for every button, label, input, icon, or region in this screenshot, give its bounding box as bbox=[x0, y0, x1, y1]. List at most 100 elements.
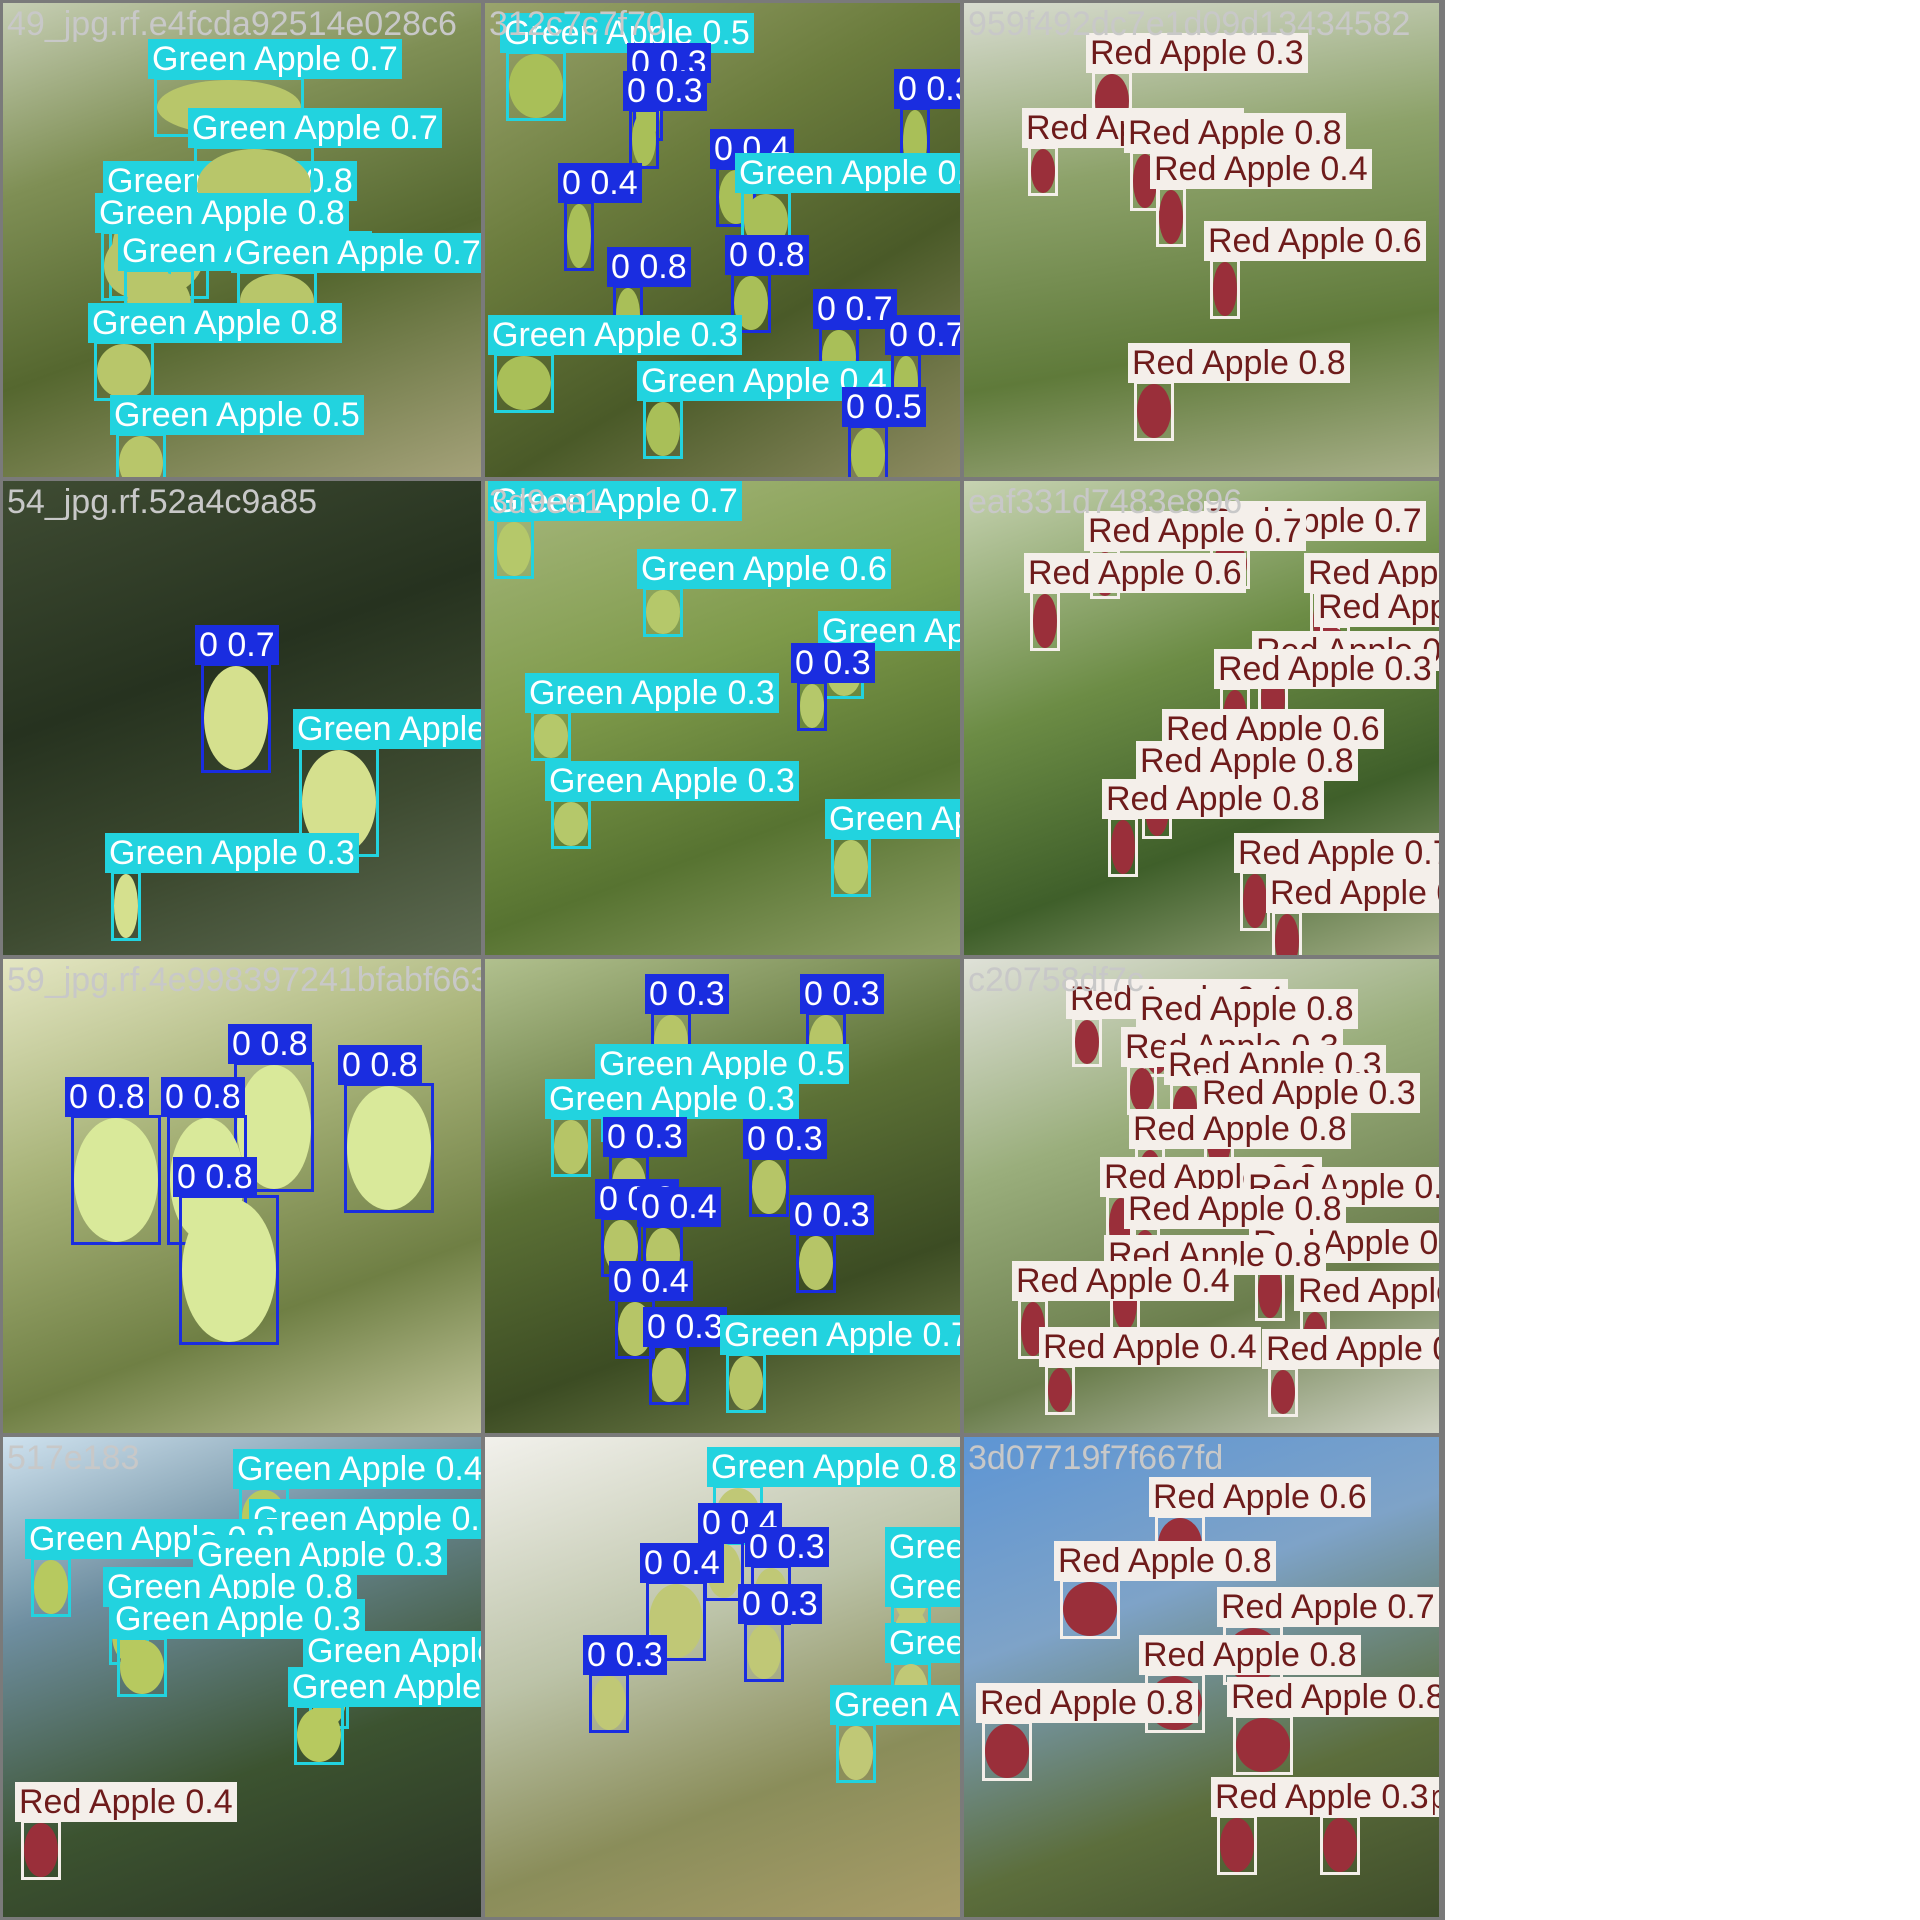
detection-label: 0 0.3 bbox=[800, 974, 884, 1014]
detection-label: 0 0.4 bbox=[637, 1187, 721, 1227]
detection-label: 0 0.5 bbox=[842, 387, 926, 427]
apple bbox=[182, 1198, 276, 1342]
image-tile: Green Apple 0.50 0.30 0.30 0.30 0.40 0.4… bbox=[485, 3, 960, 477]
detection-box bbox=[1028, 146, 1058, 196]
apple bbox=[1031, 149, 1055, 193]
detection-box bbox=[848, 425, 888, 477]
detection-box bbox=[1210, 259, 1240, 319]
detection-box bbox=[643, 587, 683, 637]
detection-box bbox=[117, 1637, 167, 1697]
apple bbox=[799, 1236, 833, 1290]
apple bbox=[534, 714, 568, 758]
detection-label: Red Apple 0.7 bbox=[1314, 587, 1439, 627]
detection-label: Green Apple 0.7 bbox=[148, 39, 402, 79]
detection-label: Green Apple 0.4 bbox=[233, 1449, 481, 1489]
apple bbox=[729, 1356, 763, 1410]
apple bbox=[747, 1625, 781, 1679]
detection-box bbox=[726, 1353, 766, 1413]
apple bbox=[592, 1676, 626, 1730]
detection-box bbox=[1156, 187, 1186, 247]
detection-label: 0 0.3 bbox=[745, 1527, 829, 1567]
detection-label: 0 0.3 bbox=[603, 1117, 687, 1157]
detection-label: 0 0.7 bbox=[885, 315, 960, 355]
detection-label: 0 0.3 bbox=[790, 1195, 874, 1235]
tile-filename: 517e183 bbox=[7, 1439, 140, 1477]
detection-label: 0 0.3 bbox=[791, 643, 875, 683]
apple bbox=[985, 1724, 1029, 1778]
detection-label: Red Apple 0.7 bbox=[1234, 833, 1439, 873]
image-tile: Green Apple 0.4 Green Apple 0.8 Green Appl… bbox=[3, 1437, 481, 1917]
detection-label: Green Apple 0.8 bbox=[707, 1447, 960, 1487]
detection-label: 0 0.3 bbox=[583, 1635, 667, 1675]
apple bbox=[119, 436, 163, 477]
detection-label: 0 0.3 bbox=[743, 1119, 827, 1159]
detection-label: Red Apple 0.8 bbox=[1102, 779, 1324, 819]
detection-label: Green Apple 0.3 bbox=[193, 1535, 447, 1575]
detection-box bbox=[1134, 381, 1174, 441]
detection-label: Green Apple 0.7 bbox=[231, 233, 481, 273]
apple bbox=[34, 1560, 68, 1614]
detection-label: Red Apple 0.3 bbox=[1211, 1777, 1433, 1817]
detection-label: Red Apple 0.6 bbox=[1294, 1271, 1439, 1311]
detection-box bbox=[71, 1115, 161, 1245]
detection-label: Green Apple 0.8 bbox=[95, 193, 349, 233]
apple bbox=[646, 590, 680, 634]
detection-label: Red Apple 0.3 bbox=[1086, 33, 1308, 73]
apple bbox=[752, 1160, 786, 1214]
detection-label: 0 0.4 bbox=[640, 1543, 724, 1583]
detection-box bbox=[1320, 1815, 1360, 1875]
detection-label: Red Apple 0.3 bbox=[1198, 1073, 1420, 1113]
detection-box bbox=[344, 1083, 434, 1213]
detection-box bbox=[744, 1622, 784, 1682]
apple bbox=[646, 402, 680, 456]
detection-label: Green Apple 0.6 bbox=[637, 549, 891, 589]
detection-label: 0 0.8 bbox=[161, 1077, 245, 1117]
detection-box bbox=[1217, 1815, 1257, 1875]
apple bbox=[1213, 262, 1237, 316]
detection-box bbox=[1127, 1065, 1157, 1115]
detection-label: Green Apple 0.3 bbox=[545, 761, 799, 801]
detection-label: 0 0.4 bbox=[698, 1503, 782, 1543]
apple bbox=[554, 1120, 588, 1174]
detection-label: 0 0.3 bbox=[645, 974, 729, 1014]
detection-box bbox=[1060, 1579, 1120, 1639]
detection-box bbox=[796, 1233, 836, 1293]
detection-label: Green Apple 0.3 bbox=[105, 833, 359, 873]
detection-label: 0 0.8 bbox=[607, 247, 691, 287]
tile-filename: eaf331d7483e896 bbox=[968, 483, 1243, 521]
apple bbox=[1075, 1020, 1099, 1064]
detection-label: Red Apple 0.4 bbox=[15, 1782, 237, 1822]
detection-box bbox=[21, 1820, 61, 1880]
apple bbox=[1111, 820, 1135, 874]
apple bbox=[297, 1708, 341, 1762]
tile-filename: 49_jpg.rf.e4fcda92514e028c6 bbox=[7, 5, 457, 43]
apple bbox=[632, 112, 656, 166]
image-tile: 0 0.3 0 0.3 Green Apple 0.5 Green Apple 0.3… bbox=[485, 959, 960, 1433]
apple bbox=[347, 1086, 431, 1210]
detection-label: Red Apple 0.8 bbox=[1124, 113, 1346, 153]
detection-label: Red Apple 0.8 bbox=[1136, 989, 1358, 1029]
apple bbox=[800, 684, 824, 728]
apple bbox=[1275, 914, 1299, 955]
detection-label: Green Apple 0.6 bbox=[885, 1527, 960, 1567]
detection-box bbox=[831, 837, 871, 897]
apple bbox=[97, 344, 151, 398]
detection-label: 0 0.7 bbox=[813, 289, 897, 329]
detection-label: 0 0.8 bbox=[65, 1077, 149, 1117]
apple bbox=[652, 1348, 686, 1402]
apple bbox=[1048, 1368, 1072, 1412]
detection-label: Green Apple 0.5 bbox=[885, 1623, 960, 1663]
detection-label: Red Apple 0.3 bbox=[1266, 873, 1439, 913]
detection-label: Red Apple 0.4 bbox=[1262, 1329, 1439, 1369]
tile-photo bbox=[485, 959, 960, 1433]
tile-filename: 54_jpg.rf.52a4c9a85 bbox=[7, 483, 318, 521]
detection-label: Red Apple 0.8 bbox=[1304, 553, 1439, 593]
detection-box bbox=[201, 663, 271, 773]
detection-label: Green Apple 0.7 bbox=[488, 481, 742, 521]
apple bbox=[204, 666, 268, 770]
detection-label: Red Apple 0.4 bbox=[1150, 149, 1372, 189]
detection-label: Green Apple 0.3 bbox=[525, 673, 779, 713]
apple bbox=[114, 874, 138, 938]
detection-label: Green Apple 0.3 bbox=[488, 315, 742, 355]
